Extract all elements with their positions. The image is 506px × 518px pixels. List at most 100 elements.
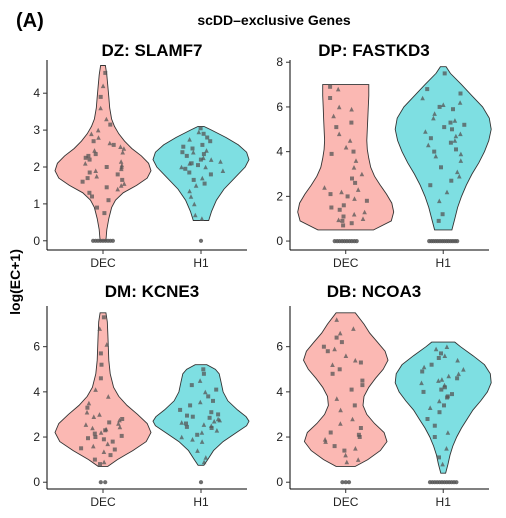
data-point-h1 [444, 189, 450, 195]
data-point-dec [322, 437, 328, 442]
data-point-dec [101, 437, 106, 442]
violin-dec [54, 65, 152, 242]
violin-dec [297, 84, 395, 231]
data-point-dec [92, 431, 97, 436]
data-point-dec [351, 165, 357, 170]
data-point-dec [105, 441, 110, 447]
data-point-dec [101, 449, 107, 454]
data-point-dec [91, 139, 96, 144]
x-tick-label-h1: H1 [436, 495, 452, 509]
data-point-h1 [436, 218, 441, 223]
data-point-dec [360, 216, 366, 221]
data-point-dec [117, 424, 123, 430]
data-point-h1 [208, 157, 214, 162]
data-point-h1 [452, 138, 458, 143]
panel-db-ncoa3: DB: NCOA3 0 2 4 6 DEC H1 [276, 282, 492, 509]
violin-dec [54, 312, 152, 467]
x-tick-label-dec: DEC [90, 495, 116, 509]
panel-title-db-ncoa3: DB: NCOA3 [327, 282, 421, 301]
zero-point-dec [343, 480, 348, 485]
data-point-h1 [453, 133, 459, 139]
data-point-h1 [196, 163, 200, 168]
data-point-h1 [189, 161, 194, 166]
y-tick-label: 6 [276, 100, 283, 114]
y-tick-label: 0 [276, 234, 283, 248]
data-point-dec [336, 104, 342, 110]
data-point-dec [352, 196, 357, 201]
data-point-h1 [209, 426, 214, 430]
data-point-h1 [425, 417, 430, 421]
data-point-dec [119, 433, 124, 438]
data-point-h1 [436, 356, 441, 360]
y-tick-label: 6 [276, 340, 283, 354]
zero-point-h1 [198, 480, 204, 485]
data-point-dec [351, 149, 356, 154]
data-point-dec [101, 315, 106, 320]
data-point-h1 [188, 194, 194, 199]
data-point-h1 [180, 150, 185, 155]
data-point-dec [115, 172, 120, 177]
violin-h1 [394, 341, 492, 474]
data-point-dec [104, 165, 109, 169]
data-point-dec [358, 426, 363, 430]
data-point-dec [343, 144, 349, 150]
data-point-h1 [442, 125, 447, 130]
data-point-dec [332, 346, 337, 352]
zero-point-dec [110, 238, 115, 243]
data-point-h1 [444, 344, 450, 349]
data-point-dec [349, 221, 354, 226]
panel-title-dp-fastkd3: DP: FASTKD3 [318, 41, 429, 60]
data-point-dec [121, 146, 127, 151]
data-point-dec [108, 122, 113, 127]
data-point-h1 [426, 142, 431, 148]
data-point-h1 [206, 394, 211, 399]
data-point-dec [338, 407, 343, 413]
data-point-dec [112, 447, 117, 452]
zero-point-dec [340, 480, 345, 485]
data-point-dec [334, 125, 339, 130]
data-point-h1 [202, 181, 207, 186]
data-point-dec [328, 84, 333, 89]
data-point-h1 [214, 387, 219, 392]
zero-point-h1 [198, 238, 204, 243]
data-point-dec [334, 396, 340, 401]
data-point-h1 [191, 177, 196, 182]
data-point-dec [349, 387, 354, 392]
data-point-h1 [201, 371, 206, 376]
data-point-dec [355, 457, 361, 462]
data-point-h1 [191, 149, 196, 155]
y-tick-label: 2 [33, 430, 40, 444]
data-point-h1 [201, 367, 206, 372]
data-point-dec [330, 371, 335, 376]
data-point-dec [118, 183, 124, 188]
data-point-dec [87, 170, 92, 175]
data-point-dec [92, 148, 97, 153]
data-point-dec [332, 444, 337, 449]
data-point-h1 [184, 421, 188, 426]
data-point-dec [108, 453, 113, 458]
data-point-dec [86, 153, 91, 158]
data-point-dec [120, 149, 125, 155]
data-point-dec [102, 211, 107, 216]
data-point-h1 [451, 107, 455, 112]
data-point-dec [353, 446, 358, 451]
data-point-h1 [216, 412, 221, 417]
data-point-h1 [193, 212, 198, 218]
data-point-dec [343, 452, 348, 458]
data-point-dec [86, 436, 90, 441]
data-point-h1 [203, 389, 208, 395]
data-point-dec [93, 387, 98, 392]
data-point-h1 [203, 455, 209, 460]
data-point-dec [98, 94, 103, 99]
data-point-h1 [218, 159, 223, 164]
data-point-h1 [208, 139, 213, 144]
data-point-dec [349, 106, 354, 112]
data-point-h1 [184, 424, 189, 429]
data-point-dec [345, 194, 350, 199]
data-point-dec [119, 164, 124, 170]
y-tick-label: 4 [33, 385, 40, 399]
data-point-dec [359, 171, 365, 177]
data-point-h1 [439, 165, 443, 170]
data-point-dec [358, 360, 363, 365]
